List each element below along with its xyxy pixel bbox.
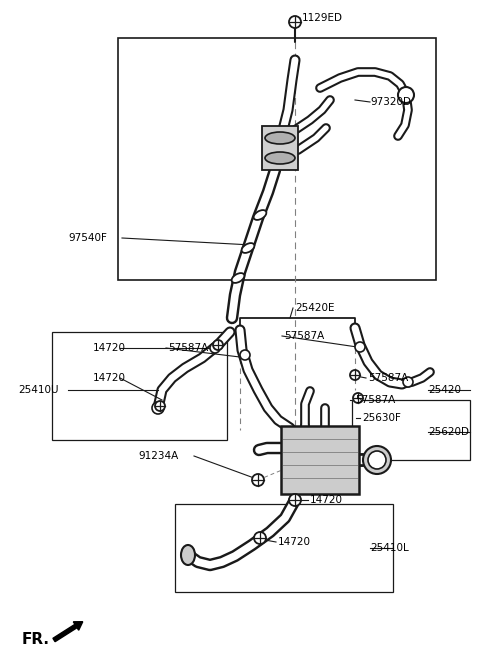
Text: FR.: FR. bbox=[22, 632, 50, 647]
Bar bbox=[52, 332, 227, 440]
Circle shape bbox=[350, 370, 360, 380]
Bar bbox=[281, 426, 359, 494]
Text: 57587A: 57587A bbox=[368, 373, 408, 383]
Circle shape bbox=[252, 474, 264, 486]
Text: 57587A: 57587A bbox=[284, 331, 324, 341]
Text: 25420: 25420 bbox=[428, 385, 461, 395]
Ellipse shape bbox=[368, 451, 386, 469]
Text: 91234A: 91234A bbox=[138, 451, 178, 461]
Ellipse shape bbox=[265, 132, 295, 144]
FancyArrow shape bbox=[53, 622, 83, 642]
Circle shape bbox=[403, 377, 413, 387]
Text: 25630F: 25630F bbox=[362, 413, 401, 423]
Ellipse shape bbox=[265, 152, 295, 164]
Bar bbox=[118, 38, 436, 280]
Text: 25410L: 25410L bbox=[370, 543, 409, 553]
Circle shape bbox=[240, 350, 250, 360]
Bar bbox=[262, 126, 298, 170]
Circle shape bbox=[155, 401, 165, 411]
Bar bbox=[175, 504, 393, 592]
Circle shape bbox=[353, 393, 363, 403]
Text: 25420E: 25420E bbox=[295, 303, 335, 313]
Text: 57587A: 57587A bbox=[168, 343, 208, 353]
Bar bbox=[352, 400, 470, 460]
Text: 14720: 14720 bbox=[310, 495, 343, 505]
Ellipse shape bbox=[232, 273, 244, 283]
Circle shape bbox=[152, 402, 164, 414]
Text: 97540F: 97540F bbox=[68, 233, 107, 243]
Text: 14720: 14720 bbox=[93, 343, 126, 353]
Ellipse shape bbox=[181, 545, 195, 565]
Text: 25620D: 25620D bbox=[428, 427, 469, 437]
Text: 14720: 14720 bbox=[93, 373, 126, 383]
Circle shape bbox=[398, 87, 414, 103]
Ellipse shape bbox=[363, 446, 391, 474]
Circle shape bbox=[254, 532, 266, 544]
Circle shape bbox=[213, 340, 223, 350]
Circle shape bbox=[289, 16, 301, 28]
Circle shape bbox=[289, 494, 301, 506]
Text: 57587A: 57587A bbox=[355, 395, 395, 405]
Text: 25410U: 25410U bbox=[18, 385, 59, 395]
Circle shape bbox=[355, 342, 365, 352]
Text: 14720: 14720 bbox=[278, 537, 311, 547]
Ellipse shape bbox=[253, 210, 266, 220]
Circle shape bbox=[210, 343, 220, 353]
Ellipse shape bbox=[241, 243, 254, 253]
Text: 97320D: 97320D bbox=[370, 97, 411, 107]
Text: 1129ED: 1129ED bbox=[302, 13, 343, 23]
